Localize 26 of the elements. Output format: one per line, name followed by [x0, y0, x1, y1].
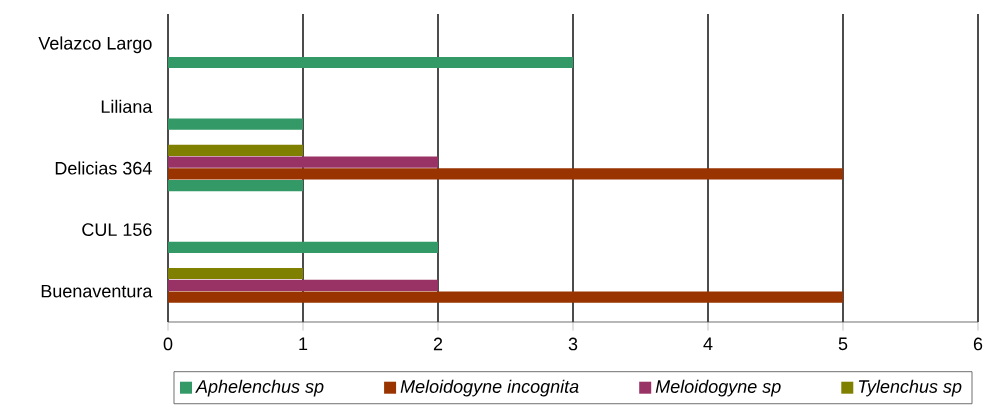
y-tick-label: Delicias 364 [55, 161, 152, 175]
y-tick-label: Buenaventura [41, 284, 153, 298]
bar [168, 56, 573, 69]
x-tick-label: 4 [703, 337, 713, 350]
bar [168, 279, 438, 291]
y-tick-label: Velazco Largo [38, 36, 152, 54]
x-tick-label: 5 [838, 337, 848, 351]
x-tick-label: 1 [299, 337, 308, 350]
y-tick-label: Liliana [101, 99, 153, 114]
x-tick-label: 0 [163, 337, 173, 351]
bar [168, 156, 438, 168]
bar [168, 267, 303, 280]
legend-label: Aphelenchus sp [195, 379, 324, 397]
legend-label: Meloidogyne incognita [400, 379, 579, 397]
x-tick-label: 2 [433, 337, 443, 351]
bar [168, 118, 303, 130]
y-tick-label: CUL 156 [82, 223, 152, 236]
bar [168, 168, 843, 180]
x-tick-label: 3 [568, 337, 578, 351]
bar [168, 144, 303, 156]
x-tick-label: 6 [973, 337, 983, 351]
legend-label: Tylenchus sp [858, 379, 962, 397]
bar [168, 291, 843, 303]
legend-label: Meloidogyne sp [655, 379, 781, 397]
bar [168, 241, 438, 253]
bar [168, 180, 303, 192]
